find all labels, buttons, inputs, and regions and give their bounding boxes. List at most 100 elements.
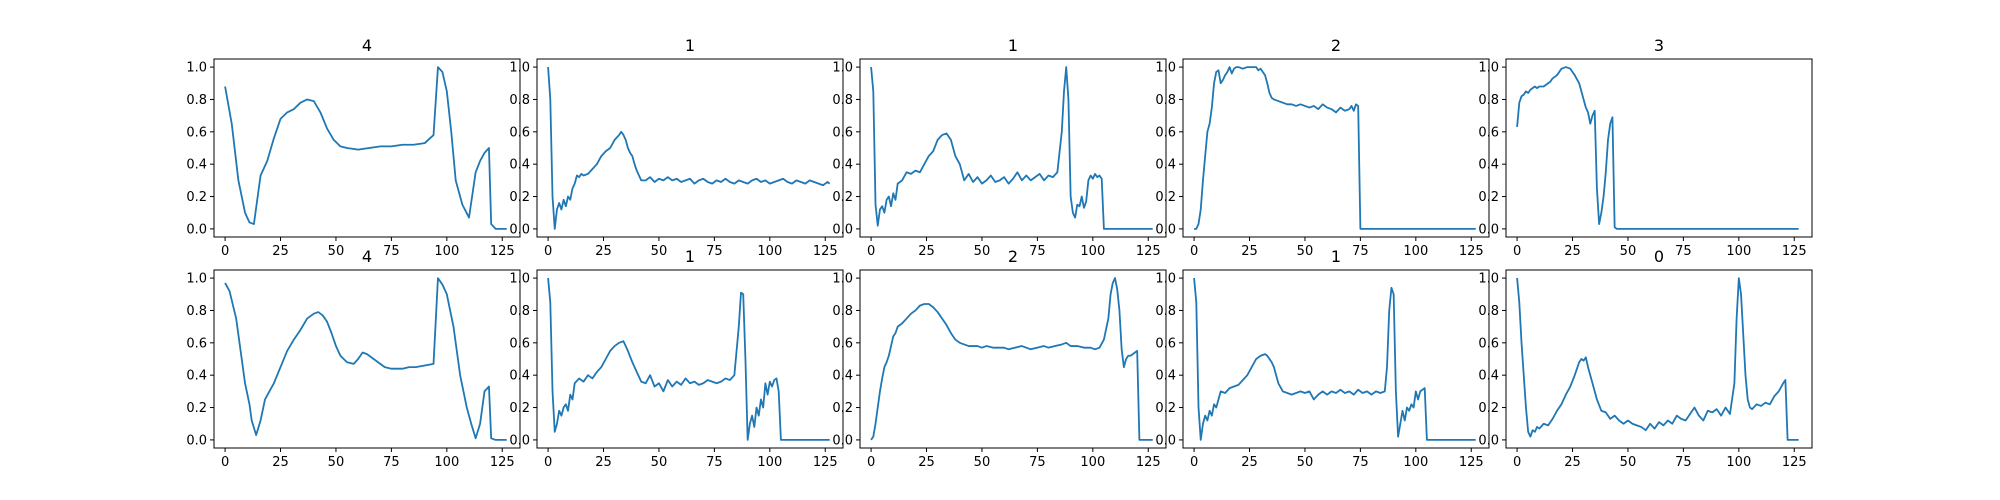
y-tick-label: 1.0: [832, 61, 853, 76]
x-tick-label: 100: [434, 455, 459, 470]
subplot-title: 3: [1654, 36, 1664, 55]
x-tick-label: 0: [1190, 455, 1198, 470]
y-tick-label: 0.2: [832, 401, 853, 416]
x-tick-label: 50: [1297, 244, 1314, 259]
y-tick-label: 1.0: [186, 61, 207, 76]
y-tick-label: 0.4: [509, 369, 530, 384]
x-tick-label: 75: [1675, 455, 1692, 470]
subplot-title: 1: [1331, 247, 1341, 266]
y-tick-label: 1.0: [509, 61, 530, 76]
y-tick-label: 0.4: [1155, 369, 1176, 384]
y-tick-label: 0.8: [186, 93, 207, 108]
x-tick-label: 0: [1513, 244, 1521, 259]
x-tick-label: 0: [1513, 455, 1521, 470]
subplot-title: 4: [362, 36, 372, 55]
y-tick-label: 0.2: [186, 401, 207, 416]
y-tick-label: 0.4: [1478, 369, 1499, 384]
x-tick-label: 75: [1352, 244, 1369, 259]
y-tick-label: 0.0: [509, 433, 530, 448]
y-tick-label: 0.4: [509, 158, 530, 173]
x-tick-label: 0: [544, 244, 552, 259]
subplot-2: 0 25 50 75 100 125 0.0 0.2 0.4 0.6 0.8 1.0 1: [509, 36, 844, 259]
x-tick-label: 100: [434, 244, 459, 259]
x-tick-label: 25: [1564, 244, 1581, 259]
y-tick-label: 0.6: [509, 336, 530, 351]
y-tick-label: 0.8: [1478, 304, 1499, 319]
series-line: [1516, 277, 1799, 441]
subplot-8: 0 25 50 75 100 125 0.0 0.2 0.4 0.6 0.8 1.0 2: [832, 247, 1167, 470]
y-tick-label: 0.4: [186, 158, 207, 173]
y-tick-label: 0.0: [1478, 433, 1499, 448]
x-tick-label: 25: [918, 455, 935, 470]
x-tick-label: 0: [221, 244, 229, 259]
y-tick-label: 0.2: [832, 190, 853, 205]
series-line: [1194, 66, 1476, 230]
x-tick-label: 50: [1620, 244, 1637, 259]
x-tick-label: 125: [1136, 244, 1161, 259]
x-tick-label: 50: [1297, 455, 1314, 470]
y-tick-label: 1.0: [1478, 272, 1499, 287]
subplot-3: 0 25 50 75 100 125 0.0 0.2 0.4 0.6 0.8 1.0 1: [832, 36, 1167, 259]
series-line: [870, 277, 1153, 441]
y-tick-label: 0.6: [1155, 336, 1176, 351]
x-tick-label: 75: [1675, 244, 1692, 259]
y-tick-label: 0.0: [186, 222, 207, 237]
series-line: [224, 66, 507, 230]
y-tick-label: 0.2: [1155, 190, 1176, 205]
x-tick-label: 0: [867, 455, 875, 470]
y-tick-label: 0.6: [1155, 125, 1176, 140]
x-tick-label: 0: [221, 455, 229, 470]
axes-frame: [859, 269, 1167, 449]
x-tick-label: 75: [1029, 455, 1046, 470]
y-tick-label: 0.0: [1155, 433, 1176, 448]
y-tick-label: 0.6: [186, 336, 207, 351]
y-tick-label: 0.8: [186, 304, 207, 319]
axes-frame: [536, 269, 844, 449]
series-line: [1193, 278, 1476, 441]
x-tick-label: 25: [595, 455, 612, 470]
x-tick-label: 75: [1029, 244, 1046, 259]
subplot-6: 0 25 50 75 100 125 0.0 0.2 0.4 0.6 0.8 1.0 4: [186, 247, 521, 470]
x-tick-label: 125: [1136, 455, 1161, 470]
x-tick-label: 50: [651, 455, 668, 470]
y-tick-label: 1.0: [509, 272, 530, 287]
y-tick-label: 1.0: [1478, 61, 1499, 76]
x-tick-label: 125: [1782, 455, 1807, 470]
x-tick-label: 100: [1403, 244, 1428, 259]
axes-frame: [1505, 58, 1813, 238]
subplot-title: 2: [1008, 247, 1018, 266]
x-tick-label: 50: [974, 455, 991, 470]
subplot-9: 0 25 50 75 100 125 0.0 0.2 0.4 0.6 0.8 1.0 1: [1155, 247, 1490, 470]
y-tick-label: 1.0: [186, 272, 207, 287]
y-tick-label: 0.2: [509, 401, 530, 416]
y-tick-label: 0.8: [1155, 93, 1176, 108]
subplot-title: 1: [685, 36, 695, 55]
subplot-4: 0 25 50 75 100 125 0.0 0.2 0.4 0.6 0.8 1.0 2: [1155, 36, 1490, 259]
axes-frame: [859, 58, 1167, 238]
subplot-title: 4: [362, 247, 372, 266]
y-tick-label: 0.2: [1155, 401, 1176, 416]
y-tick-label: 0.2: [186, 190, 207, 205]
y-tick-label: 0.2: [509, 190, 530, 205]
x-tick-label: 100: [1080, 244, 1105, 259]
x-tick-label: 100: [1726, 455, 1751, 470]
y-tick-label: 0.4: [832, 369, 853, 384]
x-tick-label: 25: [272, 244, 289, 259]
x-tick-label: 75: [706, 455, 723, 470]
y-tick-label: 0.8: [832, 93, 853, 108]
axes-frame: [1505, 269, 1813, 449]
y-tick-label: 0.4: [1478, 158, 1499, 173]
y-tick-label: 0.4: [1155, 158, 1176, 173]
y-tick-label: 1.0: [1155, 61, 1176, 76]
axes-frame: [1182, 269, 1490, 449]
x-tick-label: 50: [974, 244, 991, 259]
y-tick-label: 0.0: [832, 433, 853, 448]
axes-frame: [213, 269, 521, 449]
x-tick-label: 50: [328, 455, 345, 470]
x-tick-label: 0: [867, 244, 875, 259]
subplot-title: 0: [1654, 247, 1664, 266]
x-tick-label: 100: [757, 455, 782, 470]
subplot-title: 2: [1331, 36, 1341, 55]
x-tick-label: 75: [706, 244, 723, 259]
y-tick-label: 0.2: [1478, 190, 1499, 205]
